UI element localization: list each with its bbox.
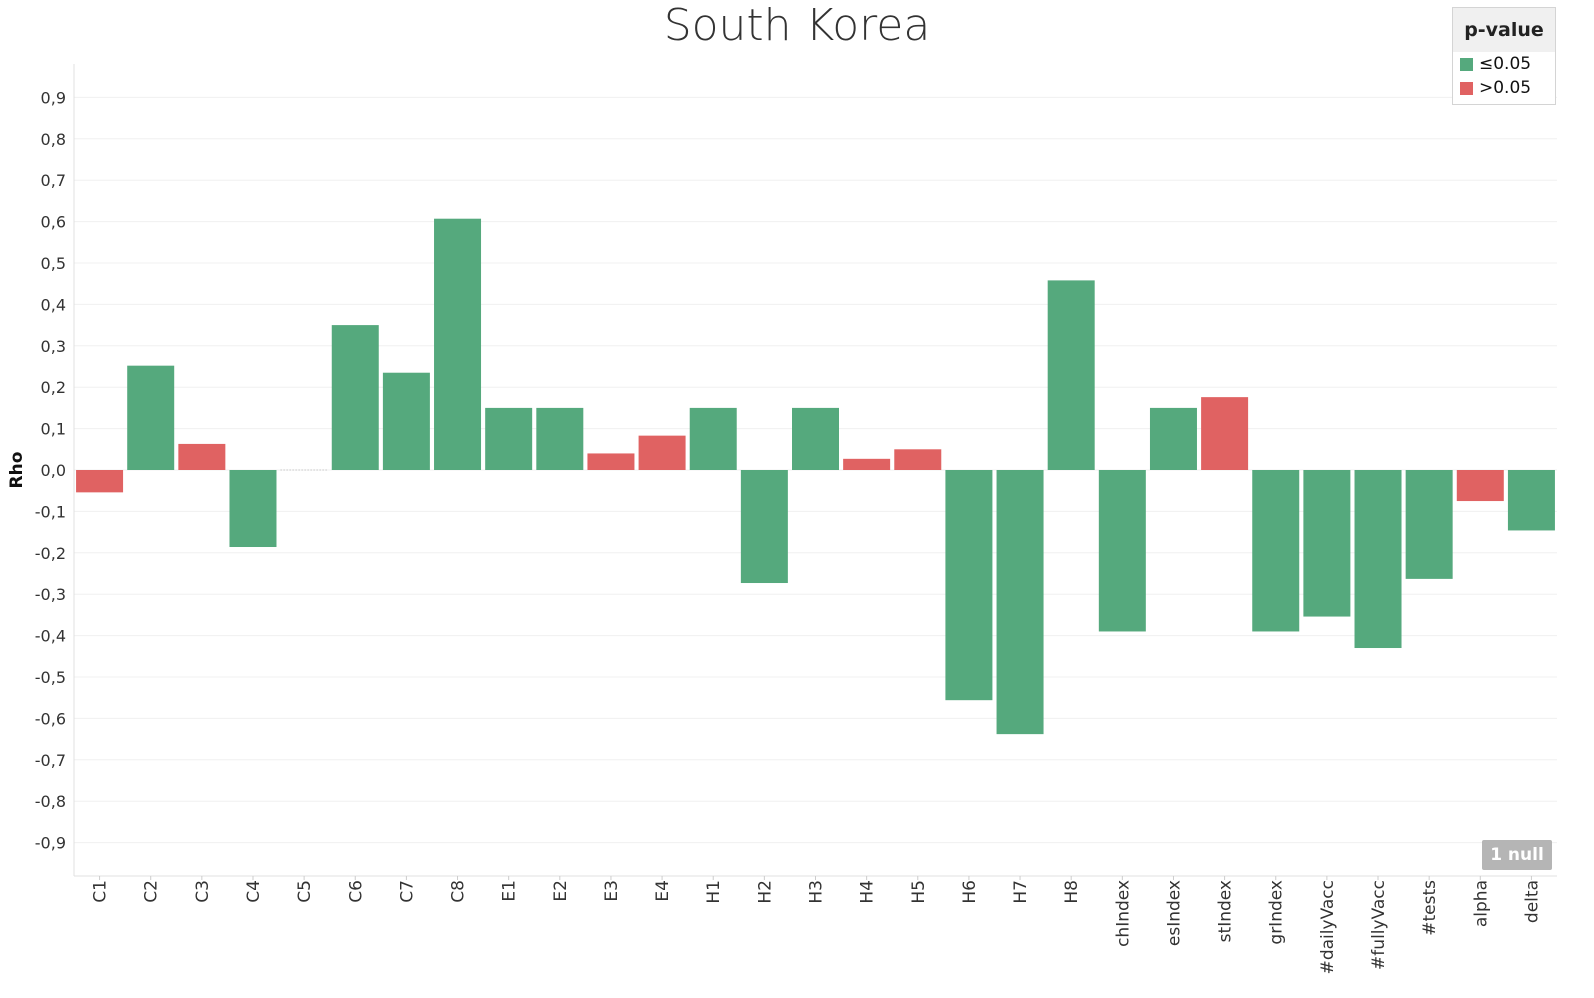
bar-C6[interactable] — [331, 325, 379, 470]
bar-C7[interactable] — [382, 372, 430, 470]
bar-C8[interactable] — [434, 218, 482, 470]
x-tick-label: delta — [1522, 880, 1542, 923]
bar-H5[interactable] — [894, 449, 942, 470]
bar-H2[interactable] — [740, 470, 788, 584]
y-tick-label: 0,4 — [41, 295, 66, 314]
x-tick-label: C7 — [397, 880, 417, 903]
x-tick-label: C2 — [142, 880, 162, 903]
x-tick-label: E4 — [653, 880, 673, 902]
x-tick-label: grIndex — [1267, 880, 1287, 945]
y-tick-label: -0,4 — [35, 627, 66, 646]
x-tick-label: H4 — [858, 880, 878, 904]
x-tick-label: #tests — [1420, 880, 1440, 936]
x-tick-label: C1 — [91, 880, 111, 903]
legend-label-significant: ≤0.05 — [1479, 54, 1532, 74]
legend[interactable]: p-value ≤0.05 >0.05 — [1452, 7, 1556, 105]
y-tick-label: 0,1 — [41, 420, 66, 439]
bar-alpha[interactable] — [1456, 470, 1504, 502]
bar-#tests[interactable] — [1405, 470, 1453, 579]
y-tick-label: 0,2 — [41, 378, 66, 397]
bar-H3[interactable] — [792, 407, 839, 470]
legend-item-not-significant[interactable]: >0.05 — [1453, 76, 1555, 100]
y-tick-label: -0,2 — [35, 544, 66, 563]
bar-C1[interactable] — [76, 470, 124, 493]
x-tick-label: stIndex — [1216, 880, 1236, 942]
x-tick-label: C4 — [244, 880, 264, 903]
legend-swatch-green — [1460, 57, 1473, 71]
bar-delta[interactable] — [1507, 470, 1555, 531]
x-tick-label: chIndex — [1113, 880, 1133, 947]
bar-E1[interactable] — [485, 407, 533, 470]
bar-C2[interactable] — [127, 365, 175, 470]
x-tick-label: E3 — [602, 880, 622, 902]
bar-chIndex[interactable] — [1098, 470, 1146, 632]
legend-swatch-red — [1460, 81, 1473, 95]
bar-H8[interactable] — [1047, 280, 1095, 470]
chart-title: South Korea — [663, 0, 931, 51]
bar-esIndex[interactable] — [1149, 407, 1197, 470]
bar-E3[interactable] — [587, 453, 635, 470]
x-tick-label: E1 — [500, 880, 520, 902]
y-tick-label: -0,8 — [35, 792, 66, 811]
bar-#dailyVacc[interactable] — [1303, 470, 1351, 617]
y-tick-label: -0,7 — [35, 751, 66, 770]
x-tick-label: H8 — [1062, 880, 1082, 904]
bar-H4[interactable] — [843, 458, 891, 470]
y-axis-title: Rho — [7, 452, 27, 489]
x-tick-label: E2 — [551, 880, 571, 902]
bar-E4[interactable] — [638, 435, 686, 470]
bar-C4[interactable] — [229, 470, 277, 548]
y-tick-label: 0,8 — [41, 130, 66, 149]
bar-H7[interactable] — [996, 470, 1044, 735]
y-tick-label: -0,5 — [35, 668, 66, 687]
y-tick-label: -0,9 — [35, 834, 66, 853]
bar-H1[interactable] — [689, 407, 737, 470]
x-tick-label: H2 — [755, 880, 775, 904]
bar-grIndex[interactable] — [1252, 470, 1300, 632]
x-tick-label: H5 — [909, 880, 929, 904]
legend-item-significant[interactable]: ≤0.05 — [1453, 52, 1555, 76]
x-tick-label: H6 — [960, 880, 980, 904]
bar-stIndex[interactable] — [1201, 397, 1249, 470]
x-tick-label: #fullyVacc — [1369, 880, 1389, 970]
legend-label-not-significant: >0.05 — [1479, 78, 1532, 98]
bar-C3[interactable] — [178, 443, 226, 470]
x-tick-label: C6 — [346, 880, 366, 903]
x-tick-label: #dailyVacc — [1318, 880, 1338, 974]
y-tick-label: 0,9 — [41, 88, 66, 107]
x-tick-label: C8 — [449, 880, 469, 903]
x-tick-label: H7 — [1011, 880, 1031, 904]
x-tick-label: alpha — [1471, 880, 1491, 927]
y-tick-label: 0,5 — [41, 254, 66, 273]
x-tick-label: H3 — [807, 880, 827, 904]
x-axis: C1 C2 C3 C4 C5 C6 C7 C8 E1 E2 E3 E4 H1 H2 H3 H4 H5 H6 H7 H8… — [91, 876, 1542, 974]
bar-H6[interactable] — [945, 470, 993, 701]
bar-E2[interactable] — [536, 407, 584, 470]
null-indicator-badge[interactable]: 1 null — [1482, 840, 1552, 870]
y-tick-label: 0,6 — [41, 213, 66, 232]
y-tick-label: -0,3 — [35, 585, 66, 604]
y-tick-label: 0,7 — [41, 171, 66, 190]
y-tick-label: 0,0 — [41, 461, 66, 480]
y-tick-label: -0,1 — [35, 502, 66, 521]
bars — [76, 218, 1555, 735]
x-tick-label: esIndex — [1164, 880, 1184, 946]
y-axis: 0,9 0,8 0,7 0,6 0,5 0,4 0,3 0,2 0,1 0,0 -0,1 -0,2 -0… — [35, 64, 1557, 877]
y-tick-label: -0,6 — [35, 709, 66, 728]
x-tick-label: C3 — [193, 880, 213, 903]
bar-#fullyVacc[interactable] — [1354, 470, 1402, 649]
y-tick-label: 0,3 — [41, 337, 66, 356]
legend-title: p-value — [1453, 8, 1555, 52]
x-tick-label: C5 — [295, 880, 315, 903]
x-tick-label: H1 — [704, 880, 724, 904]
